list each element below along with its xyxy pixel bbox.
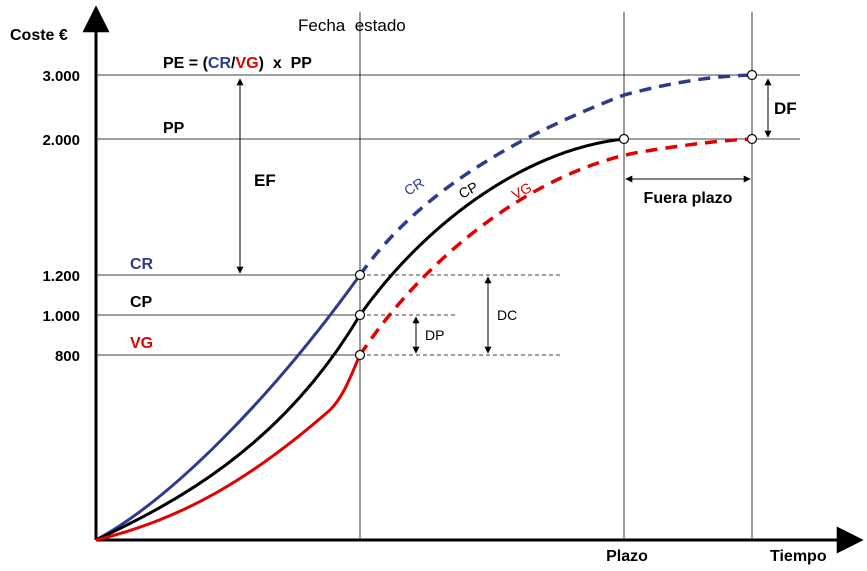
label-cr: CR <box>130 256 154 273</box>
y-tick-label: 1.000 <box>42 308 80 325</box>
y-tick-label: 3.000 <box>42 68 80 85</box>
y-tick-label: 2.000 <box>42 132 80 149</box>
label-ef: EF <box>254 171 276 190</box>
vg-curve-solid <box>95 354 362 542</box>
label-df: DF <box>774 99 797 118</box>
marker-cp-status <box>354 309 366 321</box>
cr-curve-solid <box>95 274 362 542</box>
label-pp: PP <box>163 120 185 137</box>
label-dp: DP <box>425 327 444 343</box>
formula-cr: CR <box>208 55 232 72</box>
y-axis-title: Coste € <box>10 27 68 44</box>
y-tick-label: 1.200 <box>42 268 80 285</box>
pe-formula: PE = (CR/VG) x PP <box>163 55 312 72</box>
formula-rhs: ) x PP <box>259 55 313 72</box>
marker-pp-plazo <box>618 133 630 145</box>
y-tick-label: 800 <box>55 348 80 365</box>
label-dc: DC <box>497 307 517 323</box>
marker-vg-end <box>746 133 758 145</box>
label-vg: VG <box>130 335 153 352</box>
marker-vg-status <box>354 349 366 361</box>
formula-lhs: PE = ( <box>163 55 209 72</box>
curve-label-cr: CR <box>401 174 427 198</box>
status-date-label: Fecha estado <box>298 16 406 35</box>
vg-curve-dashed <box>358 137 753 356</box>
formula-vg: VG <box>235 55 258 72</box>
curve-label-vg: VG <box>509 179 534 203</box>
x-axis-title: Tiempo <box>770 548 827 565</box>
marker-cr-status <box>354 269 366 281</box>
marker-pe-end <box>746 69 758 81</box>
x-tick-plazo: Plazo <box>606 548 648 565</box>
label-cp: CP <box>130 294 153 311</box>
formula-slash: / <box>231 55 236 72</box>
cr-curve-dashed <box>358 73 753 277</box>
label-fuera-plazo: Fuera plazo <box>644 190 733 207</box>
